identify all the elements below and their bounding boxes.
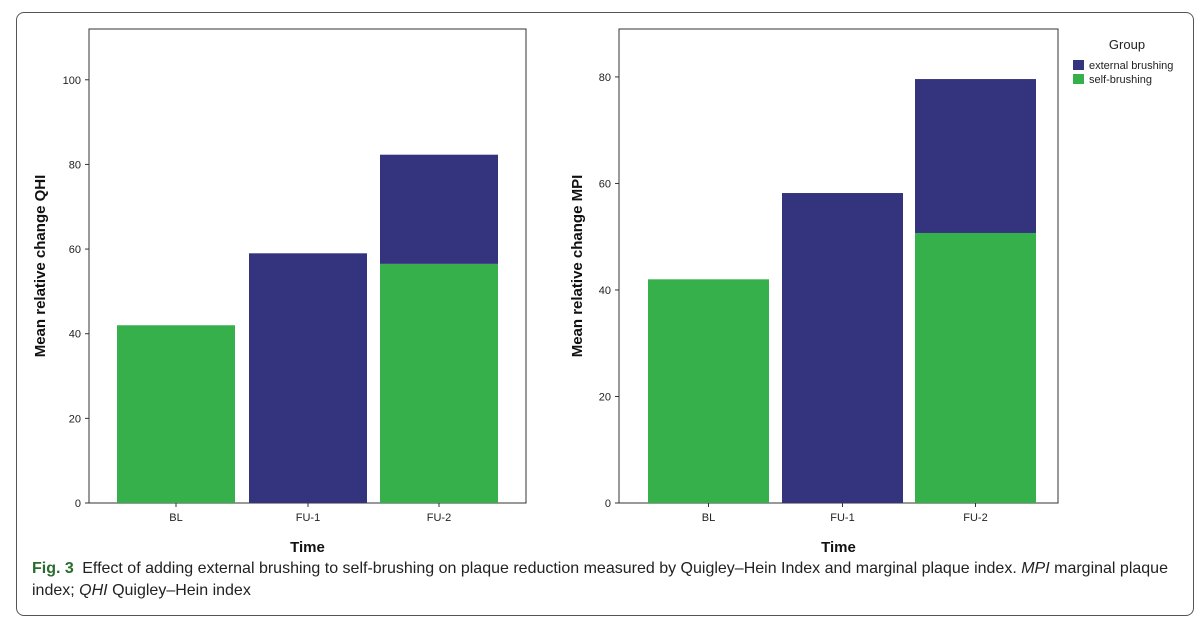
y-tick-label: 100 (63, 75, 81, 87)
y-tick-label: 80 (69, 159, 81, 171)
bar-fu-2-external-brushing (915, 79, 1036, 233)
x-axis-title: Time (290, 539, 325, 556)
caption-text-end: Quigley–Hein index (112, 582, 251, 599)
x-tick-label: FU-2 (963, 512, 987, 524)
caption-text-main: Effect of adding external brushing to se… (82, 560, 1017, 577)
figure-charts: Group external brushing self-brushing 0 2… (32, 28, 1173, 556)
bar-bl-self-brushing (648, 279, 769, 503)
y-tick-label: 20 (599, 391, 611, 403)
y-tick-label: 0 (605, 498, 611, 510)
legend-title: Group (1109, 37, 1145, 52)
x-tick-label: FU-1 (296, 512, 320, 524)
figure-caption: Fig. 3 Effect of adding external brushin… (32, 558, 1182, 602)
chart-panel-1: 0 20 40 60 80 100 BL FU-1 FU-2 Time Mean relative … (32, 28, 527, 556)
y-tick-label: 40 (69, 329, 81, 341)
bar-fu-2-self-brushing (380, 263, 498, 503)
x-axis-title: Time (821, 539, 856, 556)
x-tick-label: BL (169, 512, 182, 524)
legend-swatch-self-brushing (1073, 74, 1084, 84)
bar-bl-self-brushing (117, 325, 235, 503)
y-tick-label: 0 (75, 498, 81, 510)
y-tick-label: 20 (69, 413, 81, 425)
y-axis-title: Mean relative change QHI (32, 175, 49, 358)
caption-figure-label: Fig. 3 (32, 560, 74, 577)
y-axis-title: Mean relative change MPI (569, 175, 586, 358)
y-tick-label: 60 (599, 178, 611, 190)
caption-abbr-qhi: QHI (79, 582, 108, 599)
bar-fu-2-self-brushing (915, 232, 1036, 503)
caption-abbr-mpi: MPI (1021, 560, 1050, 577)
figure-frame (16, 12, 1194, 616)
x-tick-label: BL (702, 512, 715, 524)
x-tick-label: FU-1 (830, 512, 854, 524)
bar-fu-1-external-brushing (249, 253, 367, 503)
x-tick-label: FU-2 (427, 512, 451, 524)
legend-label-external-brushing: external brushing (1089, 60, 1173, 72)
legend: Group external brushing self-brushing (1073, 37, 1173, 86)
y-tick-label: 80 (599, 72, 611, 84)
caption-text-mid: marginal plaque index; (32, 560, 1168, 599)
bar-fu-2-external-brushing (380, 154, 498, 264)
legend-label-self-brushing: self-brushing (1089, 74, 1152, 86)
y-tick-label: 60 (69, 244, 81, 256)
legend-swatch-external-brushing (1073, 60, 1084, 70)
y-tick-label: 40 (599, 285, 611, 297)
bar-fu-1-external-brushing (782, 193, 903, 503)
chart-panel-2: 0 20 40 60 80 BL FU-1 FU-2 Time Mean relative cha… (569, 28, 1059, 556)
